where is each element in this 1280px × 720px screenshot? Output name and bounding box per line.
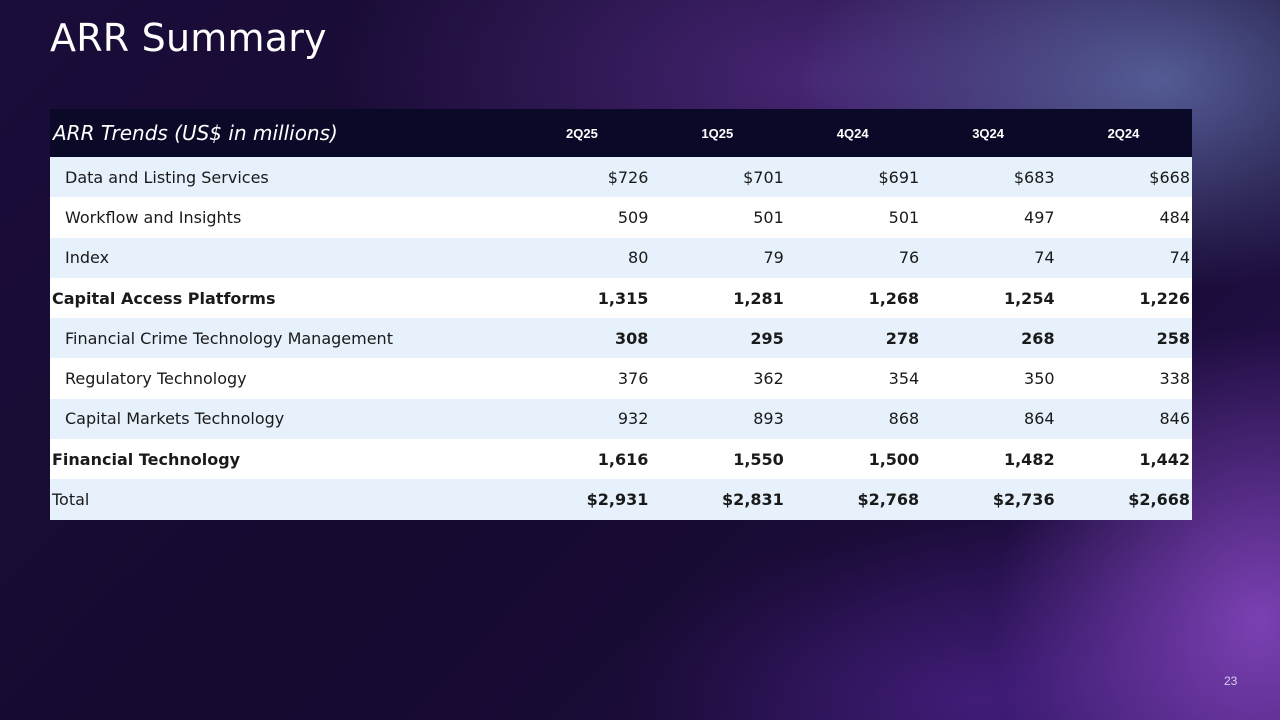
table-row-subtotal: Capital Access Platforms 1,315 1,281 1,2… bbox=[50, 277, 1192, 319]
cell-value: 1,226 bbox=[1139, 288, 1190, 308]
cell-value: $2,931 bbox=[586, 490, 649, 510]
column-header: 4Q24 bbox=[836, 125, 869, 141]
cell-value: 268 bbox=[1021, 328, 1055, 348]
cell-value: 1,268 bbox=[868, 288, 920, 308]
cell-value: $726 bbox=[607, 167, 649, 187]
row-label: Index bbox=[65, 248, 110, 268]
cell-value: 74 bbox=[1169, 248, 1190, 268]
table-title: ARR Trends (US$ in millions) bbox=[53, 121, 338, 145]
cell-value: 350 bbox=[1024, 369, 1055, 389]
cell-value: 864 bbox=[1024, 409, 1055, 429]
table-row-subtotal: Financial Technology 1,616 1,550 1,500 1… bbox=[50, 439, 1192, 480]
cell-value: 74 bbox=[1034, 248, 1055, 268]
cell-value: 258 bbox=[1156, 328, 1190, 348]
cell-value: $691 bbox=[878, 167, 920, 187]
cell-value: $683 bbox=[1013, 167, 1055, 187]
column-header: 2Q24 bbox=[1107, 125, 1140, 141]
cell-value: $668 bbox=[1149, 167, 1190, 187]
cell-value: 484 bbox=[1159, 207, 1190, 227]
cell-value: $2,768 bbox=[857, 490, 920, 510]
cell-value: 278 bbox=[885, 328, 920, 348]
cell-value: 79 bbox=[763, 248, 784, 268]
column-header: 2Q25 bbox=[566, 125, 598, 141]
cell-value: 501 bbox=[753, 207, 784, 227]
row-label: Total bbox=[52, 490, 90, 510]
table-row: Regulatory Technology 376 362 354 350 33… bbox=[50, 358, 1192, 399]
table-row: Workflow and Insights 509 501 501 497 48… bbox=[50, 197, 1192, 238]
cell-value: 1,482 bbox=[1003, 449, 1055, 469]
cell-value: 1,550 bbox=[733, 449, 784, 469]
cell-value: 501 bbox=[888, 207, 920, 227]
cell-value: 893 bbox=[753, 409, 784, 429]
page-number: 23 bbox=[1224, 674, 1238, 688]
cell-value: 1,500 bbox=[868, 449, 920, 469]
cell-value: 362 bbox=[753, 369, 784, 389]
column-header: 3Q24 bbox=[972, 125, 1004, 141]
row-label: Regulatory Technology bbox=[65, 369, 247, 389]
page-title: ARR Summary bbox=[50, 16, 327, 60]
cell-value: 1,315 bbox=[597, 288, 649, 308]
cell-value: 868 bbox=[888, 409, 920, 429]
row-label: Capital Access Platforms bbox=[52, 288, 276, 308]
cell-value: 338 bbox=[1159, 369, 1190, 389]
cell-value: $2,736 bbox=[992, 490, 1055, 510]
cell-value: $701 bbox=[743, 167, 784, 187]
cell-value: 80 bbox=[628, 248, 649, 268]
row-label: Capital Markets Technology bbox=[65, 409, 285, 429]
table-row: Financial Crime Technology Management 30… bbox=[50, 318, 1192, 359]
row-label: Financial Technology bbox=[52, 449, 241, 469]
table-row: Data and Listing Services $726 $701 $691… bbox=[50, 157, 1192, 198]
row-label: Workflow and Insights bbox=[65, 207, 242, 227]
column-header: 1Q25 bbox=[701, 125, 734, 141]
cell-value: 846 bbox=[1159, 409, 1190, 429]
cell-value: $2,831 bbox=[722, 490, 784, 510]
table-row: Index 80 79 76 74 74 bbox=[50, 237, 1192, 278]
cell-value: 354 bbox=[888, 369, 920, 389]
row-label: Financial Crime Technology Management bbox=[65, 328, 393, 348]
arr-trends-table: ARR Trends (US$ in millions) 2Q25 1Q25 4… bbox=[50, 109, 1192, 520]
cell-value: 509 bbox=[617, 207, 649, 227]
cell-value: 1,616 bbox=[597, 449, 649, 469]
cell-value: $2,668 bbox=[1128, 490, 1190, 510]
cell-value: 1,281 bbox=[733, 288, 784, 308]
table-header-row: ARR Trends (US$ in millions) 2Q25 1Q25 4… bbox=[50, 109, 1192, 157]
cell-value: 308 bbox=[615, 328, 649, 348]
cell-value: 497 bbox=[1024, 207, 1055, 227]
cell-value: 1,442 bbox=[1139, 449, 1190, 469]
table-row-total: Total $2,931 $2,831 $2,768 $2,736 $2,668 bbox=[50, 479, 1192, 520]
row-label: Data and Listing Services bbox=[65, 167, 269, 187]
cell-value: 76 bbox=[898, 248, 920, 268]
table-row: Capital Markets Technology 932 893 868 8… bbox=[50, 398, 1192, 440]
cell-value: 932 bbox=[617, 409, 649, 429]
cell-value: 1,254 bbox=[1003, 288, 1055, 308]
cell-value: 376 bbox=[617, 369, 649, 389]
cell-value: 295 bbox=[750, 328, 784, 348]
